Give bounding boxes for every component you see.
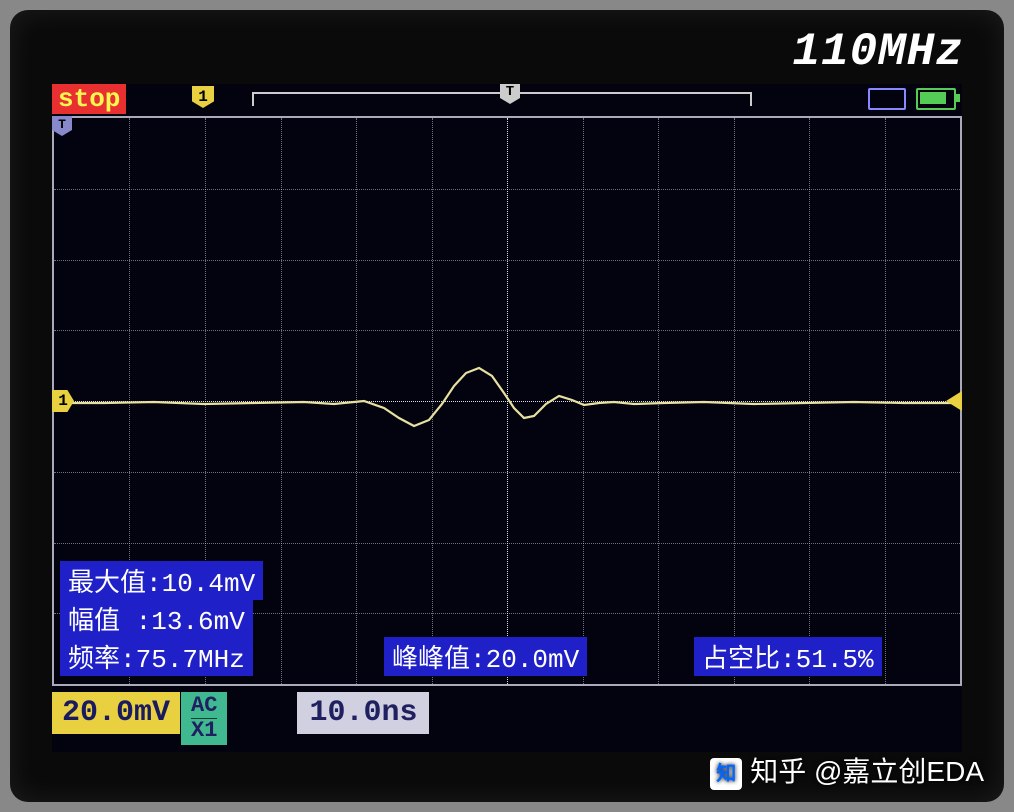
usb-icon — [868, 88, 906, 110]
measure-max: 最大值:10.4mV — [60, 561, 263, 600]
measure-amp-label: 幅值 — [68, 607, 120, 637]
probe-atten: X1 — [191, 718, 217, 743]
measure-max-value: 10.4mV — [162, 569, 256, 599]
channel-marker-top: 1 — [192, 86, 214, 108]
trigger-level-arrow — [946, 391, 962, 411]
oscilloscope-screen: stop 1 T T 1 最大值:10.4mV 幅值 :13.6mV — [52, 84, 962, 752]
measure-max-label: 最大值 — [68, 569, 146, 599]
measure-vpp-value: 20.0mV — [486, 645, 580, 675]
watermark-text: 知乎 @嘉立创EDA — [750, 756, 984, 787]
measure-vpp: 峰峰值:20.0mV — [384, 637, 587, 676]
coupling-badge[interactable]: AC X1 — [180, 692, 227, 745]
measure-amp: 幅值 :13.6mV — [60, 599, 253, 638]
coupling-mode: AC — [191, 694, 217, 718]
battery-icon — [916, 88, 956, 110]
measure-duty: 占空比:51.5% — [694, 637, 882, 676]
waveform-plot: T 1 最大值:10.4mV 幅值 :13.6mV 频率:75.7MHz 峰峰值… — [52, 116, 962, 686]
zhihu-icon: 知 — [710, 758, 742, 790]
run-state-badge: stop — [52, 84, 126, 114]
time-per-div[interactable]: 10.0ns — [297, 692, 429, 734]
oscilloscope-bezel: 110MHz stop 1 T T 1 最大值:10.4mV 幅值 :13.6 — [10, 10, 1004, 802]
volts-per-div[interactable]: 20.0mV — [52, 692, 180, 734]
top-bar: stop 1 T — [52, 84, 962, 114]
measure-freq: 频率:75.7MHz — [60, 637, 253, 676]
bandwidth-label: 110MHz — [792, 26, 964, 78]
measure-freq-value: 75.7MHz — [136, 645, 245, 675]
measure-duty-value: 51.5% — [796, 645, 874, 675]
watermark: 知知乎 @嘉立创EDA — [710, 750, 984, 790]
measure-duty-label: 占空比 — [702, 645, 780, 675]
measure-amp-value: 13.6mV — [151, 607, 245, 637]
bottom-bar: 20.0mV AC X1 10.0ns — [52, 692, 962, 752]
measure-freq-label: 频率 — [68, 645, 120, 675]
measure-vpp-label: 峰峰值 — [392, 645, 470, 675]
